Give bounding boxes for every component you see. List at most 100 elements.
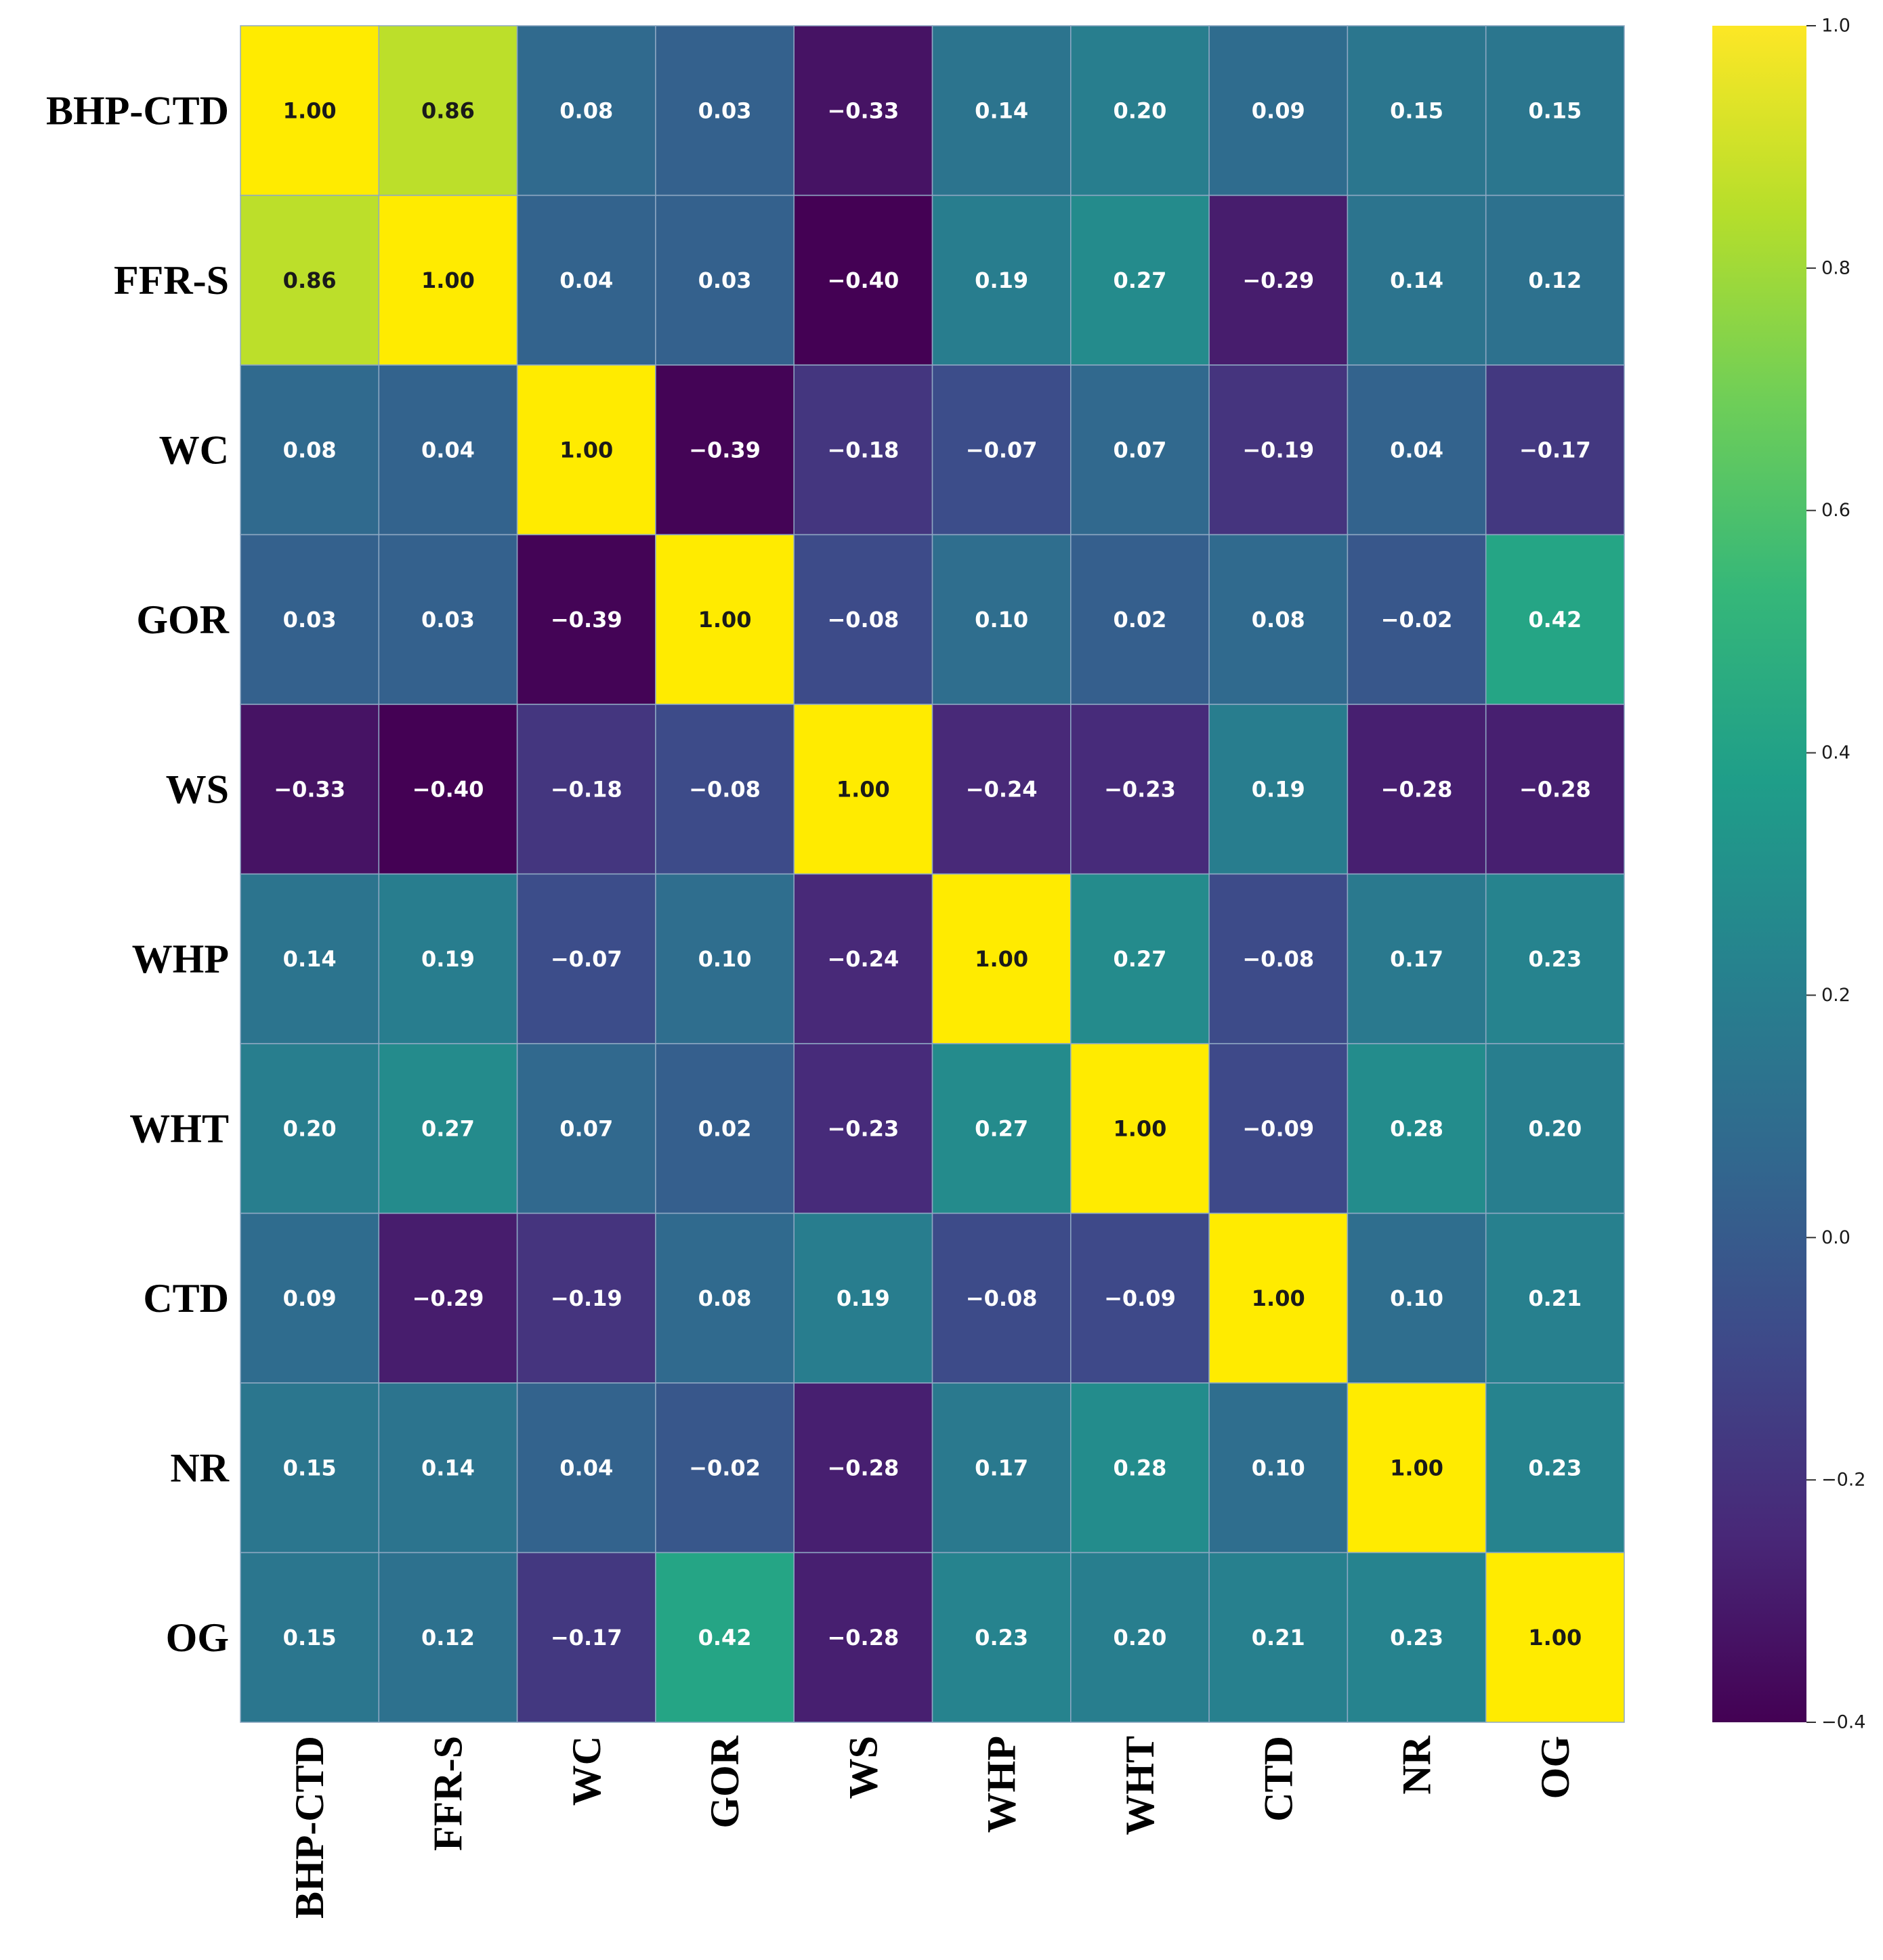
heatmap-cell-ws-ffr-s	[378, 704, 518, 875]
column-label-bhp-ctd: BHP-CTD	[287, 1736, 332, 1919]
cell-value-ctd-bhp-ctd: 0.09	[283, 1285, 337, 1311]
heatmap-cell-og-bhp-ctd	[240, 1552, 380, 1723]
cell-value-nr-bhp-ctd: 0.15	[283, 1455, 337, 1480]
heatmap-cell-ffr-s-ws	[793, 194, 933, 366]
heatmap-cell-wc-wht	[1070, 364, 1210, 536]
cell-value-wc-wht: 0.07	[1113, 437, 1166, 463]
column-label-ctd: CTD	[1256, 1736, 1300, 1822]
heatmap-cell-nr-ctd	[1208, 1382, 1349, 1554]
heatmap-cell-whp-whp	[931, 873, 1072, 1044]
heatmap-cell-ws-whp	[931, 704, 1072, 875]
heatmap-cell-ctd-whp	[931, 1212, 1072, 1384]
cell-value-gor-whp: 0.10	[975, 607, 1028, 633]
cell-value-wht-ctd: −0.09	[1242, 1115, 1314, 1141]
colorbar: 1.0 0.8 0.6 0.4 0.2 0.0 −0.2 −0.4	[1712, 16, 1866, 1733]
cell-value-nr-og: 0.23	[1528, 1455, 1582, 1480]
cell-value-ffr-s-gor: 0.03	[698, 268, 752, 293]
colorbar-tick-label: 0.0	[1821, 1227, 1850, 1248]
heatmap-cell-gor-nr	[1347, 534, 1487, 705]
cell-value-wht-bhp-ctd: 0.20	[283, 1115, 337, 1141]
column-label-nr: NR	[1395, 1735, 1439, 1794]
colorbar-tick-label: 0.4	[1821, 742, 1850, 763]
heatmap-cell-ws-gor	[655, 704, 795, 875]
cell-value-bhp-ctd-bhp-ctd: 1.00	[283, 98, 337, 123]
cell-value-ctd-og: 0.21	[1528, 1285, 1582, 1311]
cell-value-ws-nr: −0.28	[1381, 776, 1453, 802]
heatmap-cell-wc-ws	[793, 364, 933, 536]
heatmap-cell-wht-whp	[931, 1043, 1072, 1214]
cell-value-wc-whp: −0.07	[966, 437, 1038, 463]
colorbar-tick-label: −0.2	[1821, 1470, 1866, 1491]
cell-value-og-wc: −0.17	[551, 1625, 622, 1650]
cell-value-gor-wc: −0.39	[551, 607, 622, 633]
cell-value-wc-bhp-ctd: 0.08	[283, 437, 337, 463]
column-label-whp: WHP	[979, 1736, 1024, 1833]
cell-value-og-og: 1.00	[1528, 1625, 1582, 1650]
cell-value-ws-ws: 1.00	[837, 776, 890, 802]
row-label-og: OG	[166, 1615, 229, 1660]
heatmap-cell-wht-nr	[1347, 1043, 1487, 1214]
cell-value-whp-wc: −0.07	[551, 946, 622, 972]
cell-value-bhp-ctd-nr: 0.15	[1390, 98, 1443, 123]
cell-value-ctd-ctd: 1.00	[1252, 1285, 1305, 1311]
heatmap-cell-gor-ws	[793, 534, 933, 705]
column-label-wht: WHT	[1118, 1736, 1162, 1835]
cell-value-ffr-s-wc: 0.04	[559, 268, 613, 293]
row-label-wht: WHT	[129, 1106, 229, 1151]
cell-value-og-whp: 0.23	[975, 1625, 1028, 1650]
heatmap-cell-wc-bhp-ctd	[240, 364, 380, 536]
cell-value-ctd-nr: 0.10	[1390, 1285, 1443, 1311]
heatmap-cell-nr-nr	[1347, 1382, 1487, 1554]
column-label-ffr-s: FFR-S	[425, 1736, 470, 1851]
heatmap-cell-whp-wht	[1070, 873, 1210, 1044]
cell-value-og-ctd: 0.21	[1252, 1625, 1305, 1650]
heatmap-cell-ws-og	[1485, 704, 1625, 875]
cell-value-bhp-ctd-wc: 0.08	[559, 98, 613, 123]
heatmap-cell-nr-whp	[931, 1382, 1072, 1554]
heatmap-cell-gor-ctd	[1208, 534, 1349, 705]
cell-value-whp-wht: 0.27	[1113, 946, 1166, 972]
heatmap-cell-nr-bhp-ctd	[240, 1382, 380, 1554]
heatmap-cell-bhp-ctd-og	[1485, 25, 1625, 196]
heatmap-cell-ffr-s-wht	[1070, 194, 1210, 366]
heatmap-cell-whp-wc	[516, 873, 656, 1044]
cell-value-ffr-s-og: 0.12	[1528, 268, 1582, 293]
heatmap-cell-nr-ffr-s	[378, 1382, 518, 1554]
heatmap-cell-ws-ws	[793, 704, 933, 875]
heatmap-cell-bhp-ctd-wc	[516, 25, 656, 196]
cell-value-gor-bhp-ctd: 0.03	[283, 607, 337, 633]
heatmap-cell-ffr-s-gor	[655, 194, 795, 366]
heatmap-cell-og-ffr-s	[378, 1552, 518, 1723]
cell-value-whp-gor: 0.10	[698, 946, 752, 972]
heatmap-cell-wc-wc	[516, 364, 656, 536]
heatmap-cell-wht-bhp-ctd	[240, 1043, 380, 1214]
heatmap-cell-whp-gor	[655, 873, 795, 1044]
column-labels: BHP-CTD FFR-S WC GOR WS WHP WHT CTD NR OG	[287, 1735, 1578, 1919]
cell-value-ws-ffr-s: −0.40	[412, 776, 484, 802]
cell-value-wht-og: 0.20	[1528, 1115, 1582, 1141]
heatmap-cell-gor-bhp-ctd	[240, 534, 380, 705]
row-label-bhp-ctd: BHP-CTD	[46, 88, 229, 133]
cell-value-ctd-ffr-s: −0.29	[412, 1285, 484, 1311]
colorbar-scale	[1712, 26, 1806, 1722]
cell-value-ws-whp: −0.24	[966, 776, 1038, 802]
colorbar-tick-label: −0.4	[1821, 1712, 1866, 1733]
heatmap-cell-whp-ws	[793, 873, 933, 1044]
heatmap-cell-ctd-wc	[516, 1212, 656, 1384]
cell-value-wht-nr: 0.28	[1390, 1115, 1443, 1141]
heatmap-cell-gor-wht	[1070, 534, 1210, 705]
heatmap-cell-bhp-ctd-bhp-ctd	[240, 25, 380, 196]
heatmap-cell-nr-wc	[516, 1382, 656, 1554]
heatmap-cell-ffr-s-og	[1485, 194, 1625, 366]
cell-value-nr-ffr-s: 0.14	[421, 1455, 475, 1480]
row-label-whp: WHP	[132, 937, 229, 981]
heatmap-cell-og-whp	[931, 1552, 1072, 1723]
cell-value-whp-og: 0.23	[1528, 946, 1582, 972]
heatmap-cell-gor-whp	[931, 534, 1072, 705]
cell-value-wht-whp: 0.27	[975, 1115, 1028, 1141]
row-label-ws: WS	[166, 767, 229, 811]
heatmap-cell-wc-og	[1485, 364, 1625, 536]
heatmap-cell-gor-gor	[655, 534, 795, 705]
cell-value-og-ws: −0.28	[827, 1625, 899, 1650]
